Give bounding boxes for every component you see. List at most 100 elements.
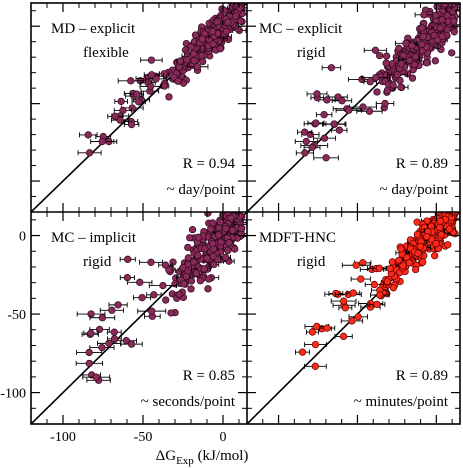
data-point: [418, 40, 426, 48]
data-point: [444, 241, 452, 249]
data-point: [183, 56, 191, 64]
data-point: [399, 262, 407, 270]
data-point: [175, 63, 183, 71]
data-point: [174, 77, 182, 85]
data-point: [445, 200, 452, 207]
panel-cost-label: ~ minutes/point: [354, 394, 449, 410]
data-point: [184, 243, 192, 252]
data-point: [367, 299, 375, 308]
data-point: [232, 205, 239, 212]
panel-correlation-label: R = 0.85: [183, 368, 235, 384]
data-point: [191, 31, 200, 39]
data-point: [239, 0, 246, 2]
data-point: [222, 27, 230, 36]
data-point: [408, 74, 417, 82]
data-point: [419, 258, 427, 266]
data-point: [397, 245, 405, 253]
data-point: [123, 273, 132, 282]
data-point: [150, 291, 158, 299]
data-point: [237, 200, 244, 207]
data-point: [239, 199, 246, 206]
data-point: [165, 266, 173, 274]
data-point: [193, 63, 202, 71]
data-point: [108, 306, 116, 314]
data-point: [159, 281, 167, 290]
data-point: [301, 128, 309, 136]
data-point: [450, 28, 458, 36]
data-point: [198, 52, 206, 60]
panel-plot-area: [247, 200, 460, 424]
data-point: [85, 348, 93, 357]
data-point: [187, 285, 195, 293]
data-point: [209, 239, 217, 248]
data-point: [389, 81, 397, 89]
data-point: [128, 104, 136, 112]
data-point: [230, 197, 237, 204]
data-point: [341, 304, 350, 312]
data-point: [323, 96, 331, 104]
data-point: [162, 296, 170, 304]
panel-bottom-right: MDFT-HNC rigid R = 0.89 ~ minutes/point: [247, 200, 460, 424]
data-point: [216, 45, 224, 53]
data-point: [420, 11, 428, 19]
panel-top-right: MC – explicit rigid R = 0.89 ~ day/point: [247, 0, 460, 212]
data-point: [199, 57, 207, 66]
data-point: [410, 60, 419, 69]
data-point: [382, 59, 390, 67]
data-point: [365, 107, 374, 115]
data-point: [224, 246, 232, 255]
data-point: [110, 328, 118, 336]
panel-bottom-left: MC – implicit rigid R = 0.85 ~ seconds/poin…: [31, 197, 247, 424]
data-point: [447, 205, 454, 212]
panel-method-label: MC – explicit: [259, 21, 343, 37]
data-point: [84, 131, 92, 139]
data-point: [370, 280, 378, 289]
data-point: [373, 88, 381, 96]
data-point: [395, 44, 403, 52]
panel-model-label: rigid: [83, 254, 112, 270]
data-point: [161, 261, 170, 269]
data-point: [87, 310, 95, 318]
data-point: [322, 154, 330, 162]
data-point: [327, 64, 336, 72]
data-point: [348, 317, 356, 325]
data-point: [418, 24, 426, 32]
data-point: [229, 226, 237, 235]
data-point: [160, 82, 169, 90]
data-point: [192, 269, 201, 277]
data-point: [352, 261, 360, 269]
data-point: [165, 93, 173, 101]
data-point: [231, 245, 239, 253]
data-point: [148, 307, 156, 315]
data-point: [450, 204, 457, 211]
data-point: [393, 71, 402, 79]
data-point: [413, 218, 421, 226]
data-point: [452, 212, 456, 213]
data-point: [187, 43, 195, 51]
data-point: [382, 52, 391, 60]
data-point: [188, 226, 197, 234]
data-point: [209, 252, 217, 260]
data-point: [431, 57, 439, 65]
data-point: [437, 231, 446, 239]
data-point: [224, 18, 232, 26]
data-point: [308, 143, 316, 151]
data-point: [423, 59, 431, 67]
data-point: [196, 277, 205, 285]
x-axis-title: ΔGExp (kJ/mol): [156, 448, 249, 467]
data-point: [301, 149, 309, 157]
data-point: [371, 46, 380, 54]
data-point: [235, 204, 242, 211]
data-point: [167, 309, 175, 317]
data-point: [95, 325, 104, 334]
x-tick-label: -100: [50, 430, 76, 445]
data-point: [373, 300, 381, 309]
data-point: [354, 313, 362, 321]
data-point: [214, 231, 223, 239]
data-point: [423, 232, 431, 241]
data-point: [447, 213, 456, 222]
data-point: [208, 27, 217, 36]
data-point: [416, 242, 425, 251]
data-point: [225, 239, 233, 247]
data-point: [449, 0, 456, 2]
